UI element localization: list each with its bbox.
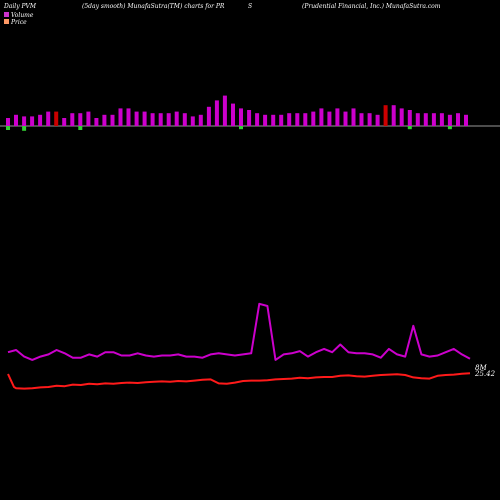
volume-bar — [391, 105, 396, 126]
legend-price-label: Price — [10, 19, 27, 26]
volume-bar — [319, 108, 324, 126]
volume-bar — [464, 114, 468, 126]
volume-bar — [214, 100, 219, 126]
volume-bar — [174, 111, 179, 126]
legend-price-swatch — [4, 19, 9, 24]
volume-bar — [142, 111, 147, 126]
volume-bar — [375, 114, 380, 126]
volume-bar — [86, 111, 91, 126]
volume-bar — [78, 113, 83, 126]
volume-bar — [231, 103, 235, 126]
volume-bar — [335, 108, 340, 126]
volume-bar — [263, 114, 268, 126]
last-price-label: 25.42 — [474, 370, 496, 378]
volume-bar — [423, 113, 428, 126]
last-pvm-label: 8M — [475, 364, 487, 372]
volume-bar — [126, 108, 131, 126]
volume-bar — [150, 113, 155, 126]
volume-bar — [271, 114, 276, 126]
volume-bar — [303, 113, 308, 126]
volume-bar — [54, 111, 59, 126]
volume-bar — [279, 114, 284, 126]
volume-bar — [62, 118, 67, 126]
chart-header-right: (Prudential Financial, Inc.) MunafaSutra… — [302, 3, 441, 10]
volume-bar-negative — [6, 126, 10, 130]
volume-bar — [431, 113, 436, 126]
price-line — [7, 372, 471, 390]
volume-bar — [415, 113, 420, 126]
volume-bar — [407, 110, 412, 126]
pvm-line — [7, 302, 471, 361]
volume-bar — [38, 114, 43, 126]
volume-bar — [22, 116, 27, 126]
chart-header-ticker: S — [248, 3, 252, 10]
chart-header-mid: (5day smooth) MunafaSutra(TM) charts for… — [82, 3, 225, 10]
lines — [7, 302, 471, 390]
volume-bar — [190, 116, 195, 126]
volume-bar-negative — [407, 126, 412, 130]
volume-bar — [110, 114, 115, 126]
volume-bar-negative — [22, 126, 27, 131]
volume-bar — [46, 111, 51, 126]
volume-bar — [118, 108, 123, 126]
volume-bar — [351, 108, 356, 126]
chart-header-left: Daily PVM — [3, 3, 37, 10]
volume-bar — [222, 95, 227, 126]
volume-bar — [239, 108, 243, 126]
volume-bar-negative — [447, 126, 452, 130]
volume-bar — [198, 114, 203, 126]
volume-bar — [447, 114, 452, 126]
volume-bar — [439, 113, 444, 126]
volume-bar — [166, 113, 171, 126]
volume-bar — [94, 118, 99, 126]
volume-bar — [134, 111, 139, 126]
volume-bar — [287, 113, 292, 126]
volume-bar — [367, 113, 372, 126]
volume-bar — [247, 110, 252, 126]
volume-bar — [343, 111, 348, 126]
volume-bar-negative — [78, 126, 83, 130]
volume-bar — [70, 113, 75, 126]
volume-bar — [255, 113, 260, 126]
volume-bar — [311, 111, 316, 126]
legend-volume-swatch — [4, 12, 9, 17]
volume-bar — [383, 105, 388, 126]
volume-bar — [182, 113, 187, 126]
volume-bar — [327, 111, 332, 126]
volume-bar — [295, 113, 300, 126]
volume-bars — [6, 95, 468, 131]
volume-bar — [14, 114, 18, 126]
volume-bar — [30, 116, 35, 126]
legend-volume-label: Volume — [11, 12, 34, 19]
volume-bar — [359, 113, 364, 126]
volume-bar — [102, 114, 107, 126]
volume-bar-negative — [239, 126, 243, 130]
volume-bar — [399, 108, 404, 126]
volume-bar — [456, 113, 460, 126]
volume-bar — [158, 113, 163, 126]
volume-bar — [206, 106, 211, 126]
volume-bar — [6, 118, 10, 126]
